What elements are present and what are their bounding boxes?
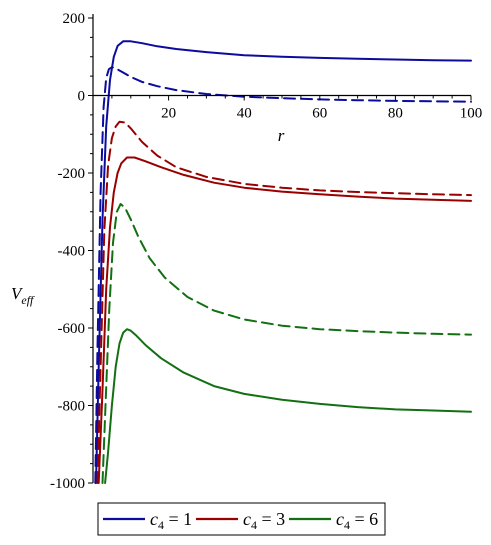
legend-item-2: c4 = 3 <box>196 509 285 532</box>
y-tick-label: -400 <box>58 244 86 260</box>
y-tick-label: -600 <box>58 321 86 337</box>
x-tick-label: 80 <box>388 106 403 122</box>
y-axis-title-main: V <box>11 284 24 303</box>
legend: c4 = 1 c4 = 3 c4 = 6 <box>97 502 386 536</box>
legend-box <box>97 502 386 536</box>
series-line-4 <box>96 120 472 484</box>
x-tick-label: 20 <box>161 106 176 122</box>
legend-label-2: c4 = 3 <box>243 509 285 532</box>
series-line-1 <box>95 40 472 484</box>
series-group <box>94 40 472 484</box>
legend-item-1: c4 = 1 <box>103 509 192 532</box>
legend-label-3: c4 = 6 <box>336 509 378 532</box>
series-line-3 <box>97 156 472 484</box>
y-tick-label: 0 <box>78 89 86 105</box>
x-tick-label: 40 <box>237 106 252 122</box>
x-tick-label: 60 <box>312 106 327 122</box>
y-tick-label: -1000 <box>50 476 85 492</box>
y-axis-title: Veff <box>11 284 35 307</box>
y-tick-label: -800 <box>58 399 86 415</box>
plot-area <box>94 40 472 484</box>
series-line-6 <box>101 203 472 484</box>
legend-item-3: c4 = 6 <box>289 509 378 532</box>
y-axis-title-sub: eff <box>21 293 35 307</box>
y-tick-label: 200 <box>63 11 86 27</box>
y-axis: 200 0 -200 -400 -600 -800 -1000 <box>50 11 94 492</box>
y-tick-label: -200 <box>58 166 86 182</box>
series-line-2 <box>94 66 472 484</box>
x-tick-label: 100 <box>460 106 483 122</box>
x-axis-title: r <box>278 126 285 145</box>
x-axis: 20 40 60 80 100 <box>93 94 483 122</box>
legend-label-1: c4 = 1 <box>150 509 192 532</box>
series-line-5 <box>104 328 472 484</box>
